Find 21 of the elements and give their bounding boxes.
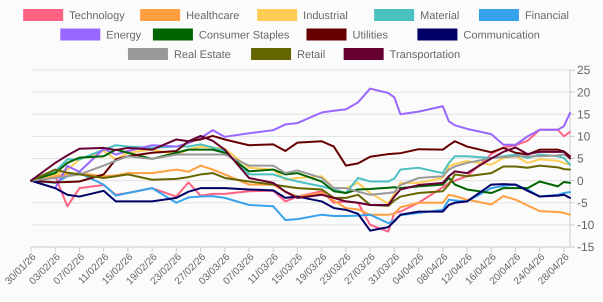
legend-label: Utilities — [352, 30, 388, 42]
legend-label: Technology — [69, 10, 126, 22]
legend-label: Financial — [524, 10, 569, 22]
y-tick-label: 20 — [577, 85, 591, 100]
y-tick-label: 10 — [577, 130, 591, 144]
y-tick-label: 0 — [577, 174, 584, 188]
y-tick-label: 5 — [577, 152, 584, 166]
legend-label: Industrial — [303, 10, 348, 22]
legend-label: Energy — [106, 30, 142, 42]
legend-label: Retail — [297, 49, 326, 61]
y-tick-label: -10 — [577, 218, 595, 232]
legend-label: Healthcare — [186, 10, 240, 22]
legend-label: Communication — [463, 30, 540, 42]
y-tick-label: 15 — [577, 107, 591, 122]
legend-label: Material — [420, 10, 460, 22]
y-tick-label: -15 — [577, 240, 595, 254]
y-tick-label: 25 — [577, 63, 591, 78]
legend-label: Real Estate — [174, 49, 231, 61]
legend-label: Consumer Staples — [198, 30, 290, 42]
legend-label: Transportation — [390, 49, 460, 61]
y-tick-label: -5 — [577, 196, 588, 210]
